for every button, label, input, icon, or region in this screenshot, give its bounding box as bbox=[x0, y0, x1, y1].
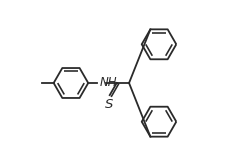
Text: S: S bbox=[105, 98, 113, 111]
Text: NH: NH bbox=[99, 76, 117, 89]
